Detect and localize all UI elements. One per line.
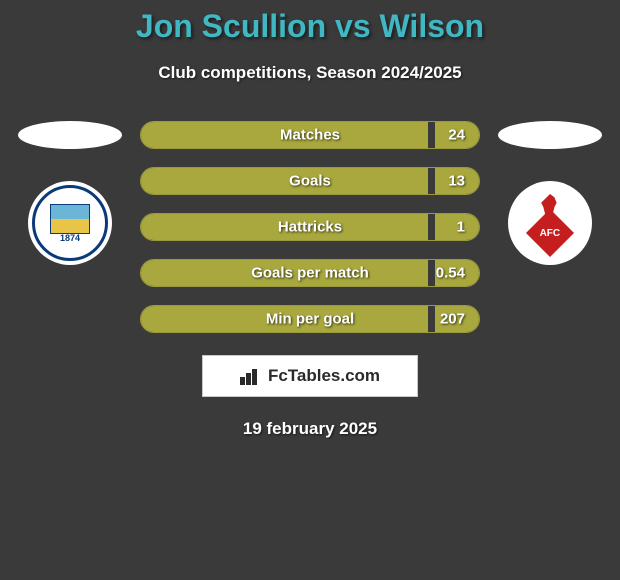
stat-label: Min per goal bbox=[266, 311, 354, 328]
left-badge-inner bbox=[50, 204, 90, 234]
left-club-badge bbox=[28, 181, 112, 265]
brand-watermark: FcTables.com bbox=[202, 355, 418, 397]
diamond-shape: AFC bbox=[526, 209, 574, 257]
stat-value-right: 13 bbox=[448, 173, 465, 190]
stat-label: Matches bbox=[280, 127, 340, 144]
stat-label: Hattricks bbox=[278, 219, 342, 236]
stat-bar-left-fill bbox=[141, 168, 428, 194]
date-label: 19 february 2025 bbox=[0, 419, 620, 439]
diamond-text: AFC bbox=[540, 228, 561, 239]
brand-text: FcTables.com bbox=[268, 366, 380, 386]
stat-label: Goals bbox=[289, 173, 331, 190]
right-player-column: AFC bbox=[498, 121, 602, 265]
page-title: Jon Scullion vs Wilson bbox=[0, 8, 620, 45]
right-club-badge: AFC bbox=[508, 181, 592, 265]
brand-bars-icon bbox=[240, 367, 262, 385]
comparison-card: Jon Scullion vs Wilson Club competitions… bbox=[0, 0, 620, 439]
stat-row: Goals per match 0.54 bbox=[140, 259, 480, 287]
stat-value-right: 0.54 bbox=[436, 265, 465, 282]
right-badge-inner: AFC bbox=[525, 198, 575, 248]
stat-row: Goals 13 bbox=[140, 167, 480, 195]
stat-bars: Matches 24 Goals 13 Hattricks 1 Goals per matc… bbox=[140, 121, 480, 333]
left-player-column bbox=[18, 121, 122, 265]
right-player-pedestal bbox=[498, 121, 602, 149]
stat-label: Goals per match bbox=[251, 265, 369, 282]
stat-row: Matches 24 bbox=[140, 121, 480, 149]
stat-value-right: 207 bbox=[440, 311, 465, 328]
stat-value-right: 1 bbox=[457, 219, 465, 236]
stat-row: Min per goal 207 bbox=[140, 305, 480, 333]
subtitle: Club competitions, Season 2024/2025 bbox=[0, 63, 620, 83]
stat-value-right: 24 bbox=[448, 127, 465, 144]
content-area: Matches 24 Goals 13 Hattricks 1 Goals per matc… bbox=[0, 121, 620, 333]
left-player-pedestal bbox=[18, 121, 122, 149]
stat-row: Hattricks 1 bbox=[140, 213, 480, 241]
